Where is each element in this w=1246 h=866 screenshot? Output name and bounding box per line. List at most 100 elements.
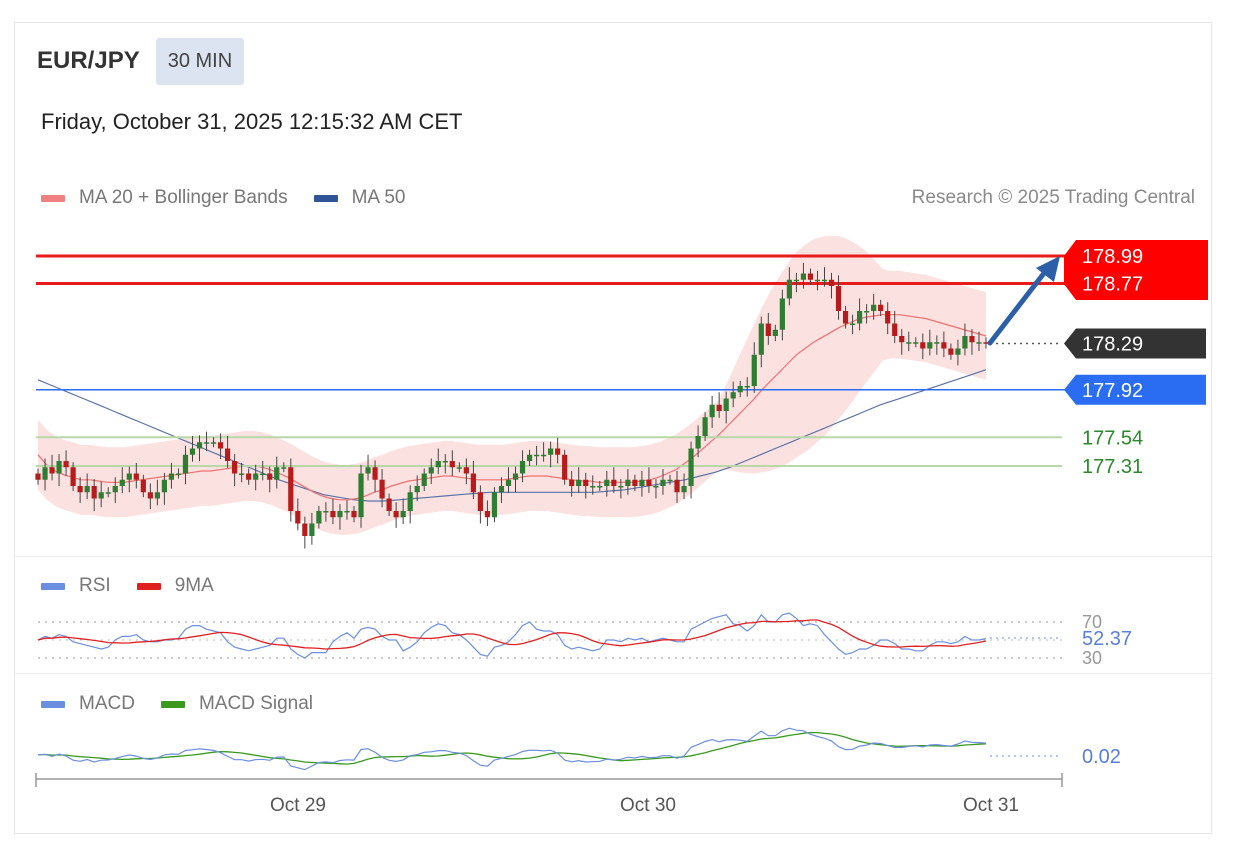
candle <box>765 323 771 336</box>
candle <box>316 511 322 524</box>
candle <box>793 279 799 282</box>
candle <box>323 511 329 513</box>
candle <box>133 473 139 480</box>
candle <box>175 473 182 475</box>
rsi-divider <box>15 556 1211 557</box>
main-legend: MA 20 + Bollinger Bands MA 50 <box>41 187 431 209</box>
candle <box>91 486 97 499</box>
candle <box>758 323 764 355</box>
candle <box>786 279 792 299</box>
candle <box>217 442 224 449</box>
legend-ma50: MA 50 <box>313 187 406 209</box>
candle <box>407 492 413 511</box>
legend-macd: MACD <box>41 693 135 715</box>
candle <box>885 311 891 324</box>
legend-9ma: 9MA <box>136 575 214 597</box>
candle <box>569 479 575 486</box>
macd-last-label: 0.02 <box>1082 746 1121 768</box>
rsi-level-label: 70 <box>1082 612 1102 632</box>
candle <box>576 479 582 486</box>
candle <box>983 342 989 344</box>
candle <box>302 523 308 536</box>
candle <box>716 404 722 411</box>
ma20-line <box>37 314 987 501</box>
candle <box>281 467 287 469</box>
candle <box>779 298 785 330</box>
interval-badge[interactable]: 30 MIN <box>155 37 245 85</box>
candle <box>189 448 196 455</box>
candle <box>84 486 90 493</box>
candle <box>948 348 954 355</box>
candle <box>147 492 153 499</box>
candle <box>583 479 589 486</box>
chart-card: EUR/JPY 30 MIN Friday, October 31, 2025 … <box>14 22 1212 834</box>
candle <box>470 473 476 493</box>
candle <box>386 498 392 511</box>
candle <box>892 323 898 336</box>
symbol-title: EUR/JPY <box>37 47 140 74</box>
candle <box>330 511 336 518</box>
candle <box>344 511 350 513</box>
candle <box>210 442 217 444</box>
legend-swatch-icon <box>160 700 185 708</box>
candle <box>105 492 111 494</box>
candle <box>491 492 498 518</box>
support-177.31-label: 177.31 <box>1082 456 1143 478</box>
forecast-arrowhead-icon <box>1036 256 1060 282</box>
candle <box>920 342 926 349</box>
candle <box>498 486 505 493</box>
pivot-tag <box>1064 374 1206 405</box>
candle <box>246 473 252 480</box>
research-credit: Research © 2025 Trading Central <box>911 187 1195 208</box>
candle <box>372 467 378 480</box>
candle <box>597 486 603 488</box>
candle <box>871 304 877 311</box>
candle <box>393 511 399 518</box>
candle <box>835 286 842 311</box>
candle <box>899 336 905 343</box>
candle <box>70 467 76 486</box>
candle <box>807 273 814 280</box>
candle <box>969 336 975 343</box>
candle <box>435 461 441 468</box>
candle <box>533 454 540 457</box>
legend-macd-signal: MACD Signal <box>160 693 313 715</box>
rsi-last-label: 52.37 <box>1082 628 1132 650</box>
candle <box>906 342 912 344</box>
candle <box>927 342 933 349</box>
candle <box>63 461 69 468</box>
candle <box>555 448 561 455</box>
legend-swatch-icon <box>41 700 65 708</box>
macd-line <box>37 727 987 771</box>
candle <box>449 461 455 468</box>
support-177.54-label: 177.54 <box>1082 427 1143 449</box>
candle <box>667 479 673 482</box>
candle <box>421 473 427 486</box>
candle <box>260 473 266 475</box>
candle <box>632 479 638 486</box>
legend-swatch-icon <box>313 194 338 202</box>
candle <box>639 479 645 486</box>
last-price-tag <box>1064 328 1206 359</box>
candle <box>702 417 708 436</box>
candle <box>442 461 448 463</box>
candle <box>962 336 968 349</box>
candle <box>56 461 62 474</box>
candle <box>723 398 729 411</box>
candle <box>941 342 947 349</box>
candle <box>182 454 189 474</box>
legend-ma50-label: MA 50 <box>351 187 406 208</box>
candle <box>309 523 315 536</box>
candle <box>295 511 301 524</box>
resistance-tag <box>1064 240 1208 300</box>
x-tick-label: Oct 29 <box>270 795 326 816</box>
macd-signal-line <box>37 731 987 765</box>
candle <box>864 311 870 313</box>
candle <box>126 473 132 480</box>
rsi-9ma-line <box>37 619 987 650</box>
candle <box>203 442 210 444</box>
legend-ma20: MA 20 + Bollinger Bands <box>41 187 288 209</box>
legend-macd-signal-label: MACD Signal <box>198 693 313 714</box>
candle <box>548 448 554 455</box>
